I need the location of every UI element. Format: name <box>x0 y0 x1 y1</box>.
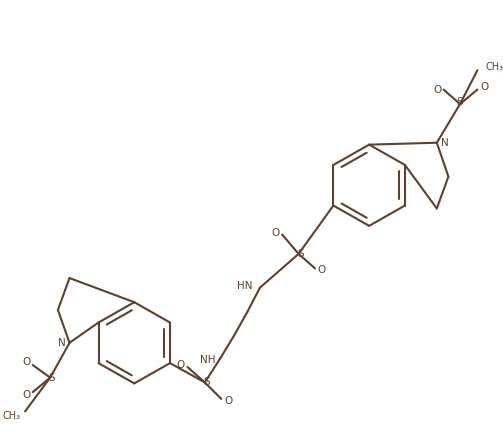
Text: S: S <box>49 373 55 383</box>
Text: N: N <box>58 338 66 348</box>
Text: S: S <box>203 377 210 388</box>
Text: O: O <box>480 82 488 92</box>
Text: O: O <box>22 390 30 400</box>
Text: O: O <box>271 228 280 237</box>
Text: HN: HN <box>237 281 252 291</box>
Text: CH₃: CH₃ <box>2 411 20 421</box>
Text: S: S <box>457 97 463 107</box>
Text: CH₃: CH₃ <box>485 62 503 72</box>
Text: O: O <box>318 265 326 275</box>
Text: NH: NH <box>200 355 215 365</box>
Text: S: S <box>297 249 304 259</box>
Text: O: O <box>224 396 232 406</box>
Text: O: O <box>22 357 30 367</box>
Text: N: N <box>441 138 449 148</box>
Text: O: O <box>434 85 442 94</box>
Text: O: O <box>177 360 185 370</box>
